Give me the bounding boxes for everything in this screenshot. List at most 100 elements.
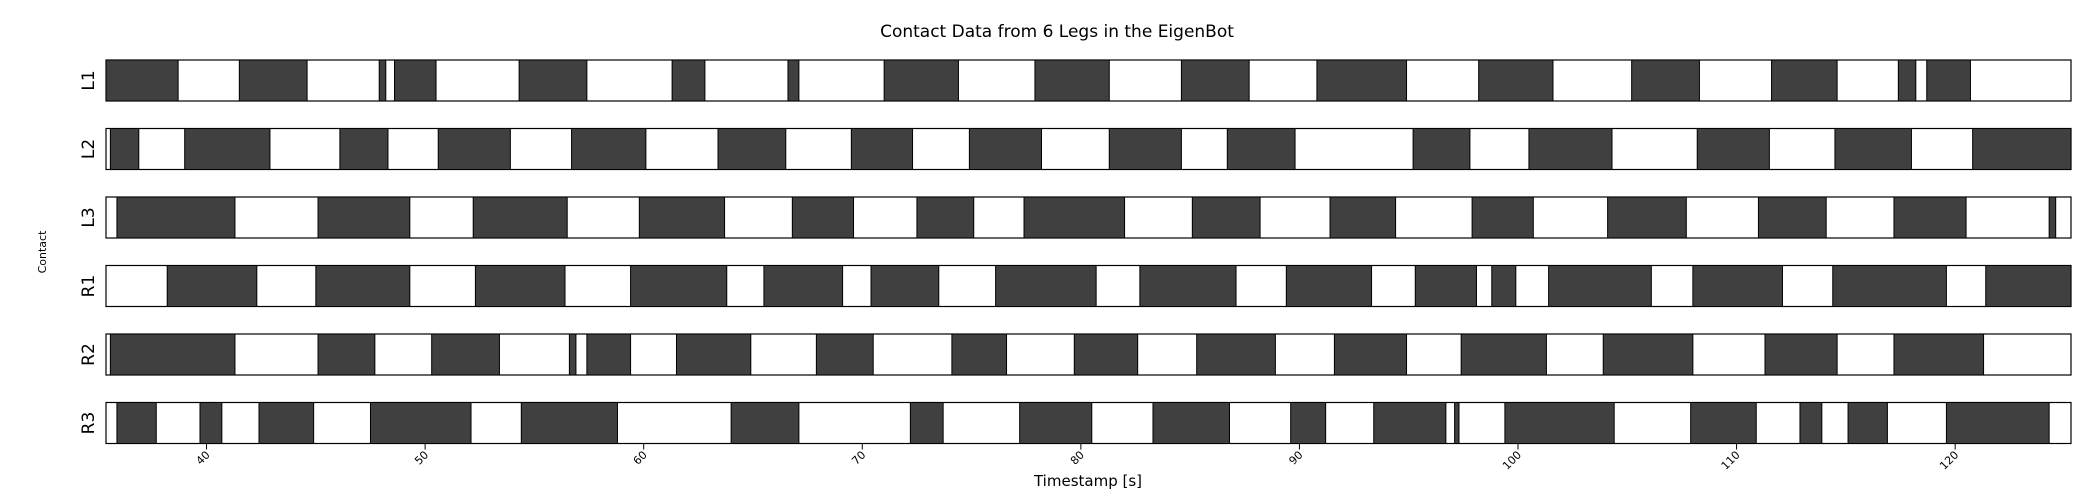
contact-bar bbox=[1034, 59, 1110, 102]
contact-bar bbox=[1834, 128, 1912, 170]
x-axis-ticks: 40 50 60 70 80 90 100 110 120 bbox=[194, 443, 1961, 472]
contact-bar bbox=[1847, 402, 1888, 444]
contact-bar bbox=[763, 265, 844, 307]
contact-bar bbox=[1972, 128, 2072, 170]
leg-label: L2 bbox=[79, 139, 99, 159]
contact-bar bbox=[116, 196, 236, 239]
contact-bar bbox=[1460, 333, 1547, 376]
contact-bar bbox=[369, 402, 472, 444]
contact-bar bbox=[1985, 265, 2072, 307]
contact-bar bbox=[850, 128, 914, 170]
contact-bar bbox=[815, 333, 874, 376]
leg-label: R2 bbox=[79, 343, 99, 366]
contact-bar bbox=[1316, 59, 1408, 102]
contact-bar bbox=[520, 402, 618, 444]
contact-bar bbox=[1631, 59, 1700, 102]
contact-bar bbox=[1548, 265, 1652, 307]
x-tick-label: 70 bbox=[849, 448, 868, 467]
contact-bar bbox=[1491, 265, 1517, 307]
x-tick-label: 80 bbox=[1068, 448, 1087, 467]
y-axis-label: Contact bbox=[36, 230, 49, 273]
contact-bar bbox=[1893, 196, 1967, 239]
contact-bar bbox=[909, 402, 944, 444]
contact-bar bbox=[1333, 333, 1408, 376]
contact-bar bbox=[1926, 59, 1971, 102]
contact-bar bbox=[1692, 265, 1783, 307]
contact-bar bbox=[317, 333, 376, 376]
contact-bar bbox=[717, 128, 787, 170]
x-tick-label: 90 bbox=[1286, 448, 1305, 467]
contact-bar bbox=[870, 265, 940, 307]
contact-bar bbox=[995, 265, 1097, 307]
leg-label: R3 bbox=[79, 412, 99, 435]
contact-bar bbox=[258, 402, 315, 444]
chart-title: Contact Data from 6 Legs in the EigenBot bbox=[880, 22, 1234, 42]
contact-bar bbox=[431, 333, 500, 376]
contact-bar bbox=[199, 402, 223, 444]
contact-bar bbox=[968, 128, 1043, 170]
leg-row-r2: R2 bbox=[79, 333, 2072, 376]
contact-bar bbox=[1690, 402, 1757, 444]
leg-rows: L1 L2 L3 R1 R2 R3 bbox=[79, 59, 2072, 445]
contact-bar bbox=[1799, 402, 1823, 444]
contact-bar bbox=[1454, 402, 1460, 444]
leg-row-l1: L1 bbox=[79, 59, 2072, 102]
leg-label: R1 bbox=[79, 275, 99, 298]
contact-bar bbox=[1329, 196, 1397, 239]
x-tick-label: 50 bbox=[412, 448, 431, 467]
leg-row-r1: R1 bbox=[79, 264, 2072, 308]
contact-bar bbox=[184, 128, 271, 170]
contact-bar bbox=[638, 196, 726, 239]
x-tick-label: 60 bbox=[631, 448, 650, 467]
x-tick-label: 110 bbox=[1719, 448, 1743, 472]
contact-bar bbox=[437, 128, 511, 170]
contact-bar bbox=[568, 333, 577, 376]
contact-bar bbox=[1471, 196, 1534, 239]
contact-bar bbox=[472, 196, 568, 239]
contact-bar bbox=[1696, 128, 1770, 170]
contact-bar bbox=[1771, 59, 1838, 102]
contact-bar bbox=[394, 59, 437, 102]
contact-bar bbox=[2048, 196, 2057, 239]
contact-bar bbox=[1152, 402, 1230, 444]
contact-bar bbox=[109, 128, 140, 170]
leg-row-l2: L2 bbox=[79, 127, 2072, 171]
contact-bar bbox=[1504, 402, 1615, 444]
leg-row-background bbox=[105, 127, 2072, 171]
contact-bar bbox=[1191, 196, 1261, 239]
contact-bar bbox=[109, 333, 236, 376]
x-tick-label: 100 bbox=[1500, 448, 1524, 472]
contact-bar bbox=[1528, 128, 1613, 170]
contact-bar bbox=[1073, 333, 1139, 376]
contact-bar bbox=[1373, 402, 1447, 444]
contact-bar bbox=[166, 265, 258, 307]
x-tick-label: 120 bbox=[1937, 448, 1961, 472]
contact-bar bbox=[1414, 265, 1477, 307]
contact-bar bbox=[315, 265, 411, 307]
contact-bar bbox=[586, 333, 632, 376]
contact-bar bbox=[1764, 333, 1838, 376]
contact-bar bbox=[791, 196, 855, 239]
contact-bar bbox=[1897, 59, 1917, 102]
contact-bar bbox=[1602, 333, 1694, 376]
contact-bar bbox=[518, 59, 588, 102]
contact-bar bbox=[378, 59, 387, 102]
contact-bar bbox=[1226, 128, 1296, 170]
contact-bar bbox=[1139, 265, 1237, 307]
contact-bar bbox=[671, 59, 706, 102]
contact-bar bbox=[916, 196, 975, 239]
contact-bar bbox=[339, 128, 389, 170]
leg-label: L1 bbox=[79, 70, 99, 90]
contact-bar bbox=[883, 59, 959, 102]
contact-bar bbox=[571, 128, 647, 170]
contact-bar bbox=[787, 59, 800, 102]
contact-bar bbox=[474, 265, 566, 307]
contact-bar bbox=[1180, 59, 1250, 102]
contact-bar bbox=[730, 402, 800, 444]
contact-bar bbox=[630, 265, 728, 307]
x-axis-label: Timestamp [s] bbox=[1033, 472, 1142, 490]
contact-bar bbox=[1607, 196, 1687, 239]
contact-bar bbox=[951, 333, 1008, 376]
